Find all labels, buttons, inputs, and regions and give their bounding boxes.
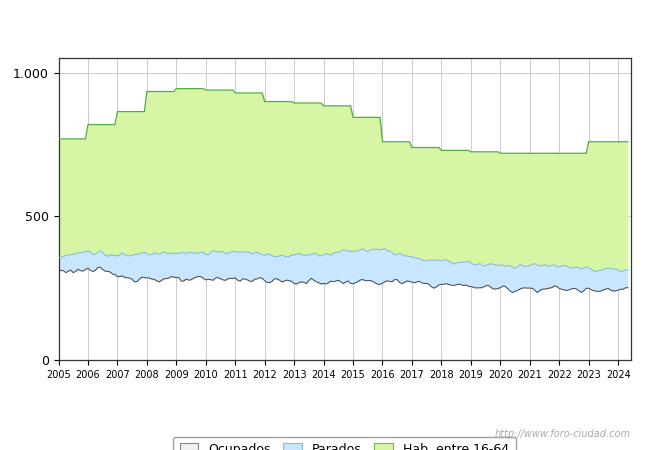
Legend: Ocupados, Parados, Hab. entre 16-64: Ocupados, Parados, Hab. entre 16-64 — [174, 436, 515, 450]
Text: http://www.foro-ciudad.com: http://www.foro-ciudad.com — [495, 429, 630, 439]
Text: Arenas - Evolucion de la poblacion en edad de Trabajar Mayo de 2024: Arenas - Evolucion de la poblacion en ed… — [92, 17, 558, 30]
